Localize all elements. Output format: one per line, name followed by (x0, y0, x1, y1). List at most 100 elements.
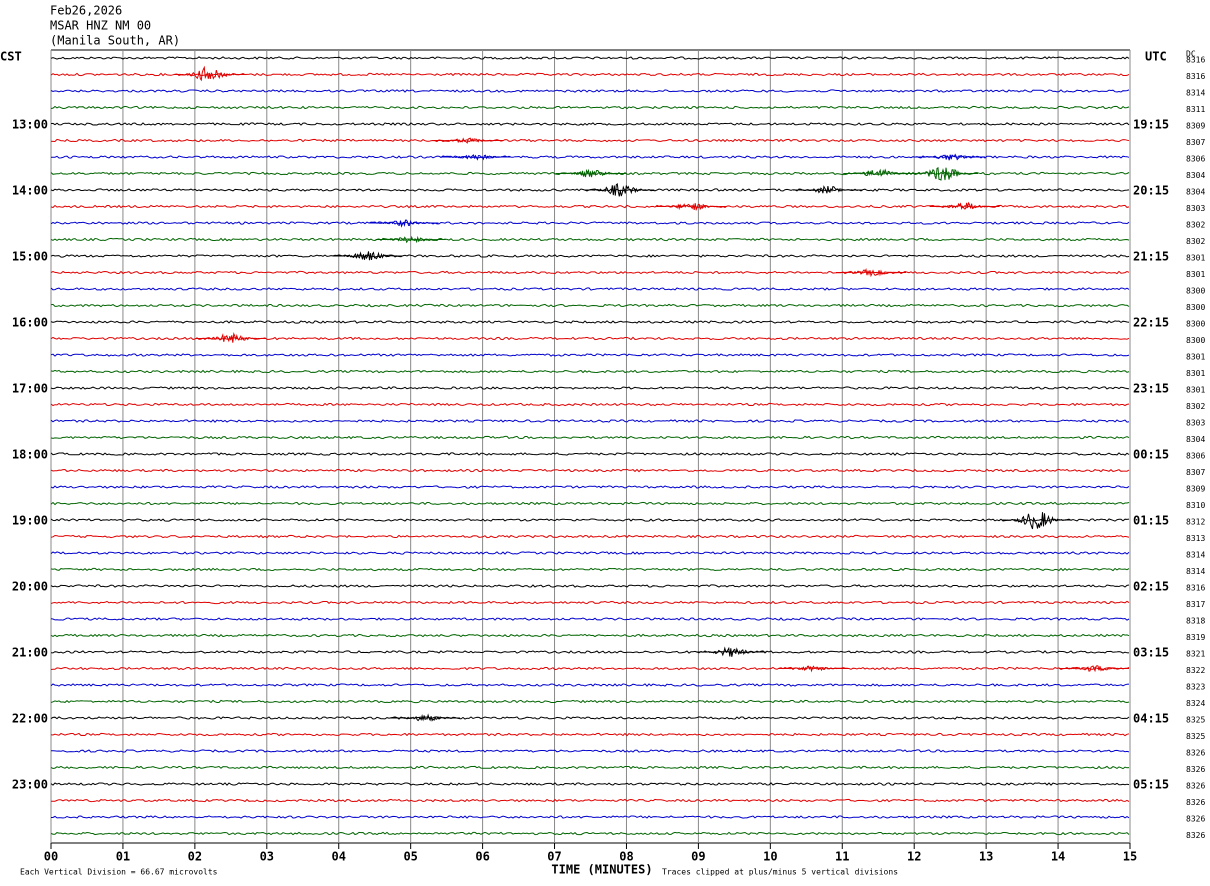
x-tick-label: 07 (547, 850, 561, 864)
trace (50, 452, 1130, 456)
seismic-event (908, 166, 978, 181)
x-tick-label: 00 (44, 850, 58, 864)
dc-value: 8301 (1186, 353, 1205, 362)
trace (50, 287, 1130, 291)
dc-value: 8309 (1186, 122, 1205, 131)
trace (50, 518, 1130, 522)
trace (50, 782, 1130, 786)
x-tick-label: 03 (260, 850, 274, 864)
cst-label: 17:00 (12, 382, 48, 396)
cst-label: 20:00 (12, 580, 48, 594)
cst-label: 22:00 (12, 712, 48, 726)
seismic-event (390, 713, 461, 722)
trace (50, 204, 1130, 209)
x-tick-label: 12 (907, 850, 921, 864)
location: (Manila South, AR) (50, 34, 180, 48)
trace (50, 534, 1130, 539)
dc-value: 8312 (1186, 518, 1205, 527)
trace (50, 716, 1130, 720)
x-tick-label: 01 (116, 850, 130, 864)
dc-value: 8317 (1186, 600, 1205, 609)
seismic-event (375, 235, 446, 244)
x-tick-label: 10 (763, 850, 777, 864)
dc-value: 8326 (1186, 815, 1205, 824)
dc-value: 8309 (1186, 485, 1205, 494)
utc-label: 20:15 (1133, 184, 1169, 198)
dc-value: 8301 (1186, 386, 1205, 395)
dc-value: 8306 (1186, 452, 1205, 461)
trace (50, 402, 1130, 407)
left-axis-label: CST (0, 50, 22, 64)
x-tick-label: 08 (619, 850, 633, 864)
trace (50, 765, 1130, 770)
trace (50, 485, 1130, 489)
dc-value: 8314 (1186, 551, 1205, 560)
seismic-event (929, 201, 1000, 210)
x-tick-label: 06 (475, 850, 489, 864)
trace (50, 732, 1130, 737)
trace (51, 815, 1130, 819)
trace (50, 749, 1130, 753)
dc-value: 8325 (1186, 716, 1205, 725)
dc-value: 8307 (1186, 138, 1205, 147)
trace (50, 56, 1130, 60)
seismic-event (778, 665, 849, 673)
cst-label: 14:00 (12, 184, 48, 198)
dc-value: 8306 (1186, 155, 1205, 164)
trace (50, 650, 1130, 654)
utc-label: 19:15 (1133, 118, 1169, 132)
x-tick-label: 11 (835, 850, 849, 864)
dc-value: 8326 (1186, 798, 1205, 807)
utc-label: 22:15 (1133, 316, 1169, 330)
trace (50, 435, 1130, 440)
seismic-event (792, 185, 863, 194)
dc-value: 8304 (1186, 435, 1205, 444)
right-axis-label: UTC (1145, 50, 1167, 64)
seismic-event (332, 251, 403, 261)
dc-value: 8314 (1186, 89, 1205, 98)
dc-value: 8316 (1186, 72, 1205, 81)
trace (50, 683, 1130, 687)
station: MSAR HNZ NM 00 (50, 19, 151, 33)
dc-value: 8304 (1186, 171, 1205, 180)
dc-value: 8307 (1186, 468, 1205, 477)
x-axis-label: TIME (MINUTES) (551, 863, 652, 877)
trace (50, 419, 1130, 423)
dc-label: DC (1186, 50, 1196, 59)
utc-label: 01:15 (1133, 514, 1169, 528)
seismic-event (843, 168, 914, 177)
dc-value: 8300 (1186, 336, 1205, 345)
trace (50, 386, 1130, 390)
x-tick-label: 14 (1051, 850, 1065, 864)
dc-value: 8323 (1186, 683, 1205, 692)
dc-value: 8300 (1186, 303, 1205, 312)
seismic-event (584, 183, 655, 197)
x-tick-label: 09 (691, 850, 705, 864)
dc-value: 8325 (1186, 732, 1205, 741)
chart-title: Feb26,2026 (50, 4, 122, 18)
scale-note: Each Vertical Division = 66.67 microvolt… (20, 868, 218, 877)
trace (50, 617, 1130, 621)
trace (50, 89, 1130, 93)
dc-value: 8310 (1186, 501, 1205, 510)
cst-label: 16:00 (12, 316, 48, 330)
trace (50, 105, 1130, 110)
dc-value: 8302 (1186, 402, 1205, 411)
trace (50, 122, 1130, 126)
dc-value: 8311 (1186, 105, 1205, 114)
dc-value: 8321 (1186, 650, 1205, 659)
dc-value: 8326 (1186, 831, 1205, 840)
trace (50, 254, 1130, 258)
trace (50, 633, 1130, 638)
dc-value: 8326 (1186, 749, 1205, 758)
clip-note: Traces clipped at plus/minus 5 vertical … (662, 868, 898, 877)
cst-label: 23:00 (12, 778, 48, 792)
x-tick-label: 13 (979, 850, 993, 864)
dc-value: 8314 (1186, 567, 1205, 576)
dc-value: 8316 (1186, 584, 1205, 593)
trace (50, 831, 1130, 836)
utc-label: 05:15 (1133, 778, 1169, 792)
dc-value: 8300 (1186, 320, 1205, 329)
x-tick-label: 02 (188, 850, 202, 864)
trace (50, 237, 1130, 242)
